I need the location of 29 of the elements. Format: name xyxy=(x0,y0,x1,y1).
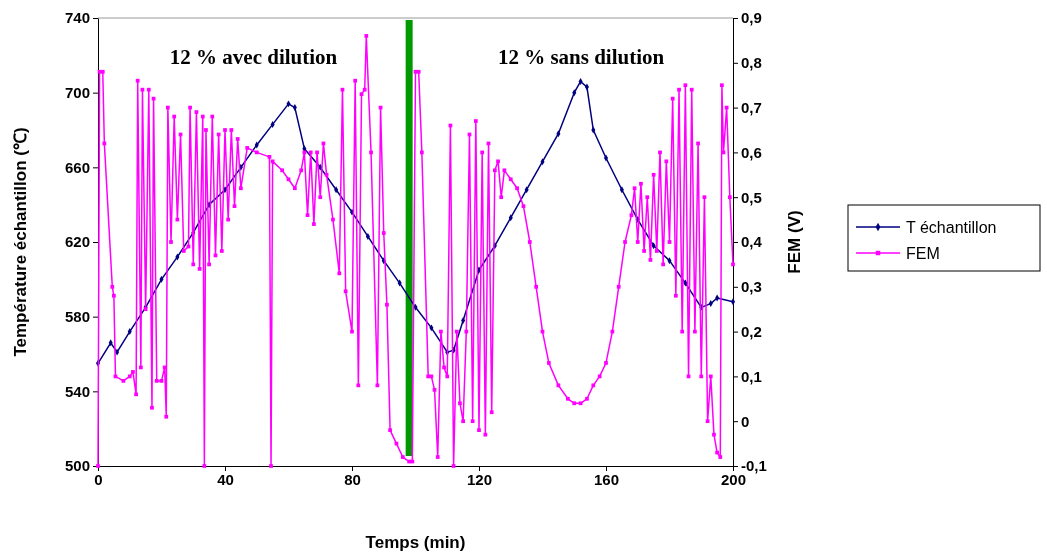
y2-axis-title: FEM (V) xyxy=(785,210,804,274)
x-tick-label: 160 xyxy=(593,470,620,488)
y-tick-label: 500 xyxy=(64,457,90,475)
legend-label: T échantillon xyxy=(906,219,997,236)
y2-tick-label: 0,7 xyxy=(741,98,762,116)
x-axis-title: Temps (min) xyxy=(365,533,466,552)
y2-tick-label: 0 xyxy=(741,412,750,430)
y-tick-label: 700 xyxy=(64,83,90,101)
annotation: 12 % sans dilution xyxy=(497,45,665,69)
annotation: 12 % avec dilution xyxy=(169,45,338,69)
y2-tick-label: 0,2 xyxy=(741,322,762,340)
y2-tick-label: 0,5 xyxy=(741,188,762,206)
y-tick-label: 660 xyxy=(64,158,90,176)
y2-tick-label: 0,9 xyxy=(741,9,762,27)
x-tick-label: 40 xyxy=(217,470,234,488)
y2-tick-label: 0,1 xyxy=(741,367,762,385)
x-tick-label: 120 xyxy=(466,470,493,488)
y2-tick-label: 0,3 xyxy=(741,278,762,296)
y-tick-label: 740 xyxy=(64,9,90,27)
y-tick-label: 580 xyxy=(64,307,90,325)
y-tick-label: 540 xyxy=(64,382,90,400)
y2-tick-label: 0,8 xyxy=(741,54,762,72)
y2-tick-label: 0,6 xyxy=(741,143,762,161)
x-tick-label: 0 xyxy=(94,470,103,488)
y-axis-title: Température échantillon (℃) xyxy=(11,127,30,357)
y-tick-label: 620 xyxy=(64,233,90,251)
legend-label: FEM xyxy=(906,245,940,262)
y2-tick-label: 0,4 xyxy=(741,233,763,251)
x-tick-label: 80 xyxy=(344,470,361,488)
